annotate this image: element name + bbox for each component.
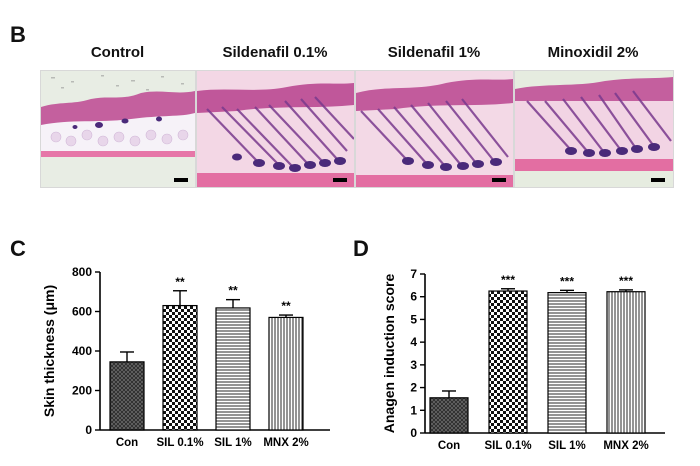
d-ytick-label-7: 7 (410, 267, 417, 281)
micrograph-mnx-2-image (515, 71, 673, 187)
scale-bar-mnx-2 (651, 178, 665, 182)
micrograph-title-mnx-2: Minoxidil 2% (547, 44, 639, 61)
c-ytick-label-4: 800 (72, 265, 92, 279)
micrograph-control-image (41, 71, 195, 187)
micrograph-mnx-2 (514, 70, 674, 188)
panel-label-c: C (10, 236, 26, 261)
micrograph-sil-01-image (197, 71, 354, 187)
c-sig-3: ** (281, 299, 291, 313)
c-ylabel: Skin thickness (μm) (41, 285, 57, 417)
c-xtick-label-1: SIL 0.1% (156, 437, 203, 449)
d-xtick-label-3: MNX 2% (603, 440, 648, 452)
scale-bar-sil-01 (333, 178, 347, 182)
micrograph-sil-1 (355, 70, 514, 188)
c-bar-2 (215, 307, 251, 431)
c-ytick-label-1: 200 (72, 384, 92, 398)
d-ytick-label-0: 0 (410, 426, 417, 440)
micrograph-title-sil-1: Sildenafil 1% (387, 44, 481, 61)
micrograph-sil-01 (196, 70, 355, 188)
c-ytick-label-2: 400 (72, 344, 92, 358)
micrograph-control (40, 70, 196, 188)
panel-label-b: B (10, 22, 26, 47)
d-sig-1: *** (501, 273, 515, 287)
d-xtick-label-0: Con (438, 440, 460, 452)
micrograph-title-control: Control (90, 44, 145, 61)
d-bar-2 (547, 292, 587, 434)
d-ylabel: Anagen induction score (381, 274, 397, 434)
micrograph-title-sil-01: Sildenafil 0.1% (222, 44, 328, 61)
c-xtick-label-3: MNX 2% (263, 437, 308, 449)
d-ytick-label-6: 6 (410, 290, 417, 304)
c-bar-1 (162, 304, 198, 431)
chart-anagen-score: Anagen induction score 0 1 2 3 4 5 6 7 Con *** SIL … (381, 267, 665, 452)
c-xtick-label-2: SIL 1% (214, 437, 252, 449)
c-bar-0 (109, 361, 145, 431)
d-ytick-label-4: 4 (410, 335, 417, 349)
c-bar-3 (268, 316, 304, 431)
d-ytick-label-2: 2 (410, 381, 417, 395)
chart-skin-thickness: Skin thickness (μm) 0 200 400 600 800 Con ** SIL… (41, 265, 330, 449)
c-ytick-label-3: 600 (72, 305, 92, 319)
d-bar-3 (606, 291, 646, 434)
d-sig-3: *** (619, 274, 633, 288)
scale-bar-control (174, 178, 188, 182)
c-sig-1: ** (175, 275, 185, 289)
d-sig-2: *** (560, 274, 574, 288)
d-xtick-label-1: SIL 0.1% (484, 440, 531, 452)
c-xtick-label-0: Con (116, 437, 138, 449)
scale-bar-sil-1 (492, 178, 506, 182)
c-sig-2: ** (228, 284, 238, 298)
micrograph-sil-1-image (356, 71, 513, 187)
panel-label-d: D (353, 236, 369, 261)
d-xtick-label-2: SIL 1% (548, 440, 586, 452)
d-bar-0 (429, 397, 469, 434)
d-ytick-label-5: 5 (410, 312, 417, 326)
d-bar-1 (488, 290, 528, 434)
d-ytick-label-3: 3 (410, 358, 417, 372)
c-ytick-label-0: 0 (85, 423, 92, 437)
d-ytick-label-1: 1 (410, 403, 417, 417)
